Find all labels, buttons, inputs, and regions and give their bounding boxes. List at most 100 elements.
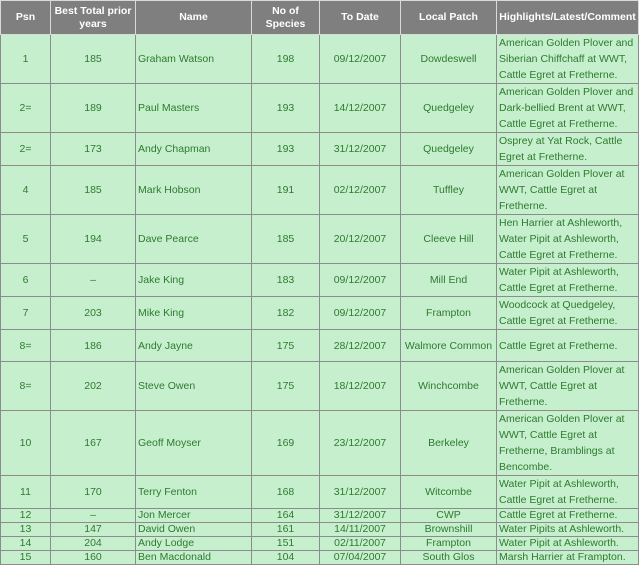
table-row: 4 185 Mark Hobson 191 02/12/2007 Tuffley… (0, 165, 639, 215)
cell-patch: Berkeley (400, 410, 497, 476)
cell-comment: Cattle Egret at Fretherne. (496, 329, 639, 362)
cell-patch: Winchcombe (400, 361, 497, 411)
cell-best: 170 (50, 475, 136, 509)
cell-psn: 8= (0, 361, 51, 411)
cell-best: 202 (50, 361, 136, 411)
cell-psn: 6 (0, 263, 51, 297)
cell-date: 31/12/2007 (319, 475, 401, 509)
cell-patch: Brownshill (400, 522, 497, 537)
table-row: 15 160 Ben Macdonald 104 07/04/2007 Sout… (0, 550, 639, 565)
cell-comment: Osprey at Yat Rock, Cattle Egret at Fret… (496, 132, 639, 166)
cell-psn: 15 (0, 550, 51, 565)
header-row: Psn Best Total prior years Name No of Sp… (0, 0, 639, 35)
cell-species: 164 (251, 508, 320, 523)
cell-psn: 14 (0, 536, 51, 551)
cell-comment: American Golden Plover at WWT, Cattle Eg… (496, 410, 639, 476)
cell-species: 161 (251, 522, 320, 537)
cell-date: 09/12/2007 (319, 263, 401, 297)
cell-name: Andy Lodge (135, 536, 252, 551)
cell-date: 07/04/2007 (319, 550, 401, 565)
table-row: 14 204 Andy Lodge 151 02/11/2007 Frampto… (0, 536, 639, 551)
cell-species: 198 (251, 34, 320, 84)
cell-date: 31/12/2007 (319, 508, 401, 523)
cell-comment: Water Pipit at Ashleworth, Cattle Egret … (496, 263, 639, 297)
cell-patch: South Glos (400, 550, 497, 565)
header-to-date: To Date (319, 0, 401, 35)
cell-patch: CWP (400, 508, 497, 523)
cell-psn: 13 (0, 522, 51, 537)
table-row: 2= 173 Andy Chapman 193 31/12/2007 Quedg… (0, 132, 639, 166)
cell-date: 20/12/2007 (319, 214, 401, 264)
cell-best: 185 (50, 34, 136, 84)
cell-patch: Quedgeley (400, 83, 497, 133)
cell-species: 193 (251, 83, 320, 133)
cell-date: 14/11/2007 (319, 522, 401, 537)
table-row: 2= 189 Paul Masters 193 14/12/2007 Quedg… (0, 83, 639, 133)
table-row: 11 170 Terry Fenton 168 31/12/2007 Witco… (0, 475, 639, 509)
cell-comment: Hen Harrier at Ashleworth, Water Pipit a… (496, 214, 639, 264)
cell-species: 182 (251, 296, 320, 330)
cell-comment: Cattle Egret at Fretherne. (496, 508, 639, 523)
cell-best: 147 (50, 522, 136, 537)
cell-species: 191 (251, 165, 320, 215)
cell-best: 160 (50, 550, 136, 565)
cell-species: 175 (251, 329, 320, 362)
cell-name: Jon Mercer (135, 508, 252, 523)
cell-patch: Quedgeley (400, 132, 497, 166)
cell-species: 168 (251, 475, 320, 509)
cell-best: 173 (50, 132, 136, 166)
cell-best: – (50, 263, 136, 297)
cell-name: Mark Hobson (135, 165, 252, 215)
header-psn: Psn (0, 0, 51, 35)
cell-best: 185 (50, 165, 136, 215)
cell-comment: American Golden Plover at WWT, Cattle Eg… (496, 361, 639, 411)
cell-comment: Woodcock at Quedgeley, Cattle Egret at F… (496, 296, 639, 330)
table-row: 8= 186 Andy Jayne 175 28/12/2007 Walmore… (0, 329, 639, 362)
cell-patch: Cleeve Hill (400, 214, 497, 264)
cell-name: Graham Watson (135, 34, 252, 84)
cell-species: 104 (251, 550, 320, 565)
cell-best: 167 (50, 410, 136, 476)
cell-comment: American Golden Plover and Dark-bellied … (496, 83, 639, 133)
cell-date: 31/12/2007 (319, 132, 401, 166)
cell-comment: American Golden Plover at WWT, Cattle Eg… (496, 165, 639, 215)
header-local-patch: Local Patch (400, 0, 497, 35)
cell-psn: 11 (0, 475, 51, 509)
cell-date: 09/12/2007 (319, 296, 401, 330)
cell-name: Dave Pearce (135, 214, 252, 264)
cell-best: 189 (50, 83, 136, 133)
cell-psn: 2= (0, 132, 51, 166)
table-row: 1 185 Graham Watson 198 09/12/2007 Dowde… (0, 34, 639, 84)
cell-patch: Witcombe (400, 475, 497, 509)
cell-name: Paul Masters (135, 83, 252, 133)
cell-species: 175 (251, 361, 320, 411)
cell-date: 28/12/2007 (319, 329, 401, 362)
cell-psn: 7 (0, 296, 51, 330)
header-name: Name (135, 0, 252, 35)
cell-patch: Mill End (400, 263, 497, 297)
cell-best: – (50, 508, 136, 523)
cell-name: Ben Macdonald (135, 550, 252, 565)
cell-patch: Dowdeswell (400, 34, 497, 84)
cell-best: 203 (50, 296, 136, 330)
cell-psn: 10 (0, 410, 51, 476)
table-row: 7 203 Mike King 182 09/12/2007 Frampton … (0, 296, 639, 330)
cell-date: 14/12/2007 (319, 83, 401, 133)
cell-name: Andy Jayne (135, 329, 252, 362)
cell-date: 23/12/2007 (319, 410, 401, 476)
cell-comment: Marsh Harrier at Frampton. (496, 550, 639, 565)
cell-best: 204 (50, 536, 136, 551)
cell-best: 186 (50, 329, 136, 362)
cell-species: 185 (251, 214, 320, 264)
cell-comment: Water Pipits at Ashleworth. (496, 522, 639, 537)
cell-psn: 12 (0, 508, 51, 523)
cell-name: Jake King (135, 263, 252, 297)
cell-name: Steve Owen (135, 361, 252, 411)
cell-comment: American Golden Plover and Siberian Chif… (496, 34, 639, 84)
cell-species: 151 (251, 536, 320, 551)
cell-name: Geoff Moyser (135, 410, 252, 476)
table-row: 8= 202 Steve Owen 175 18/12/2007 Winchco… (0, 361, 639, 411)
cell-psn: 5 (0, 214, 51, 264)
cell-species: 193 (251, 132, 320, 166)
cell-species: 183 (251, 263, 320, 297)
